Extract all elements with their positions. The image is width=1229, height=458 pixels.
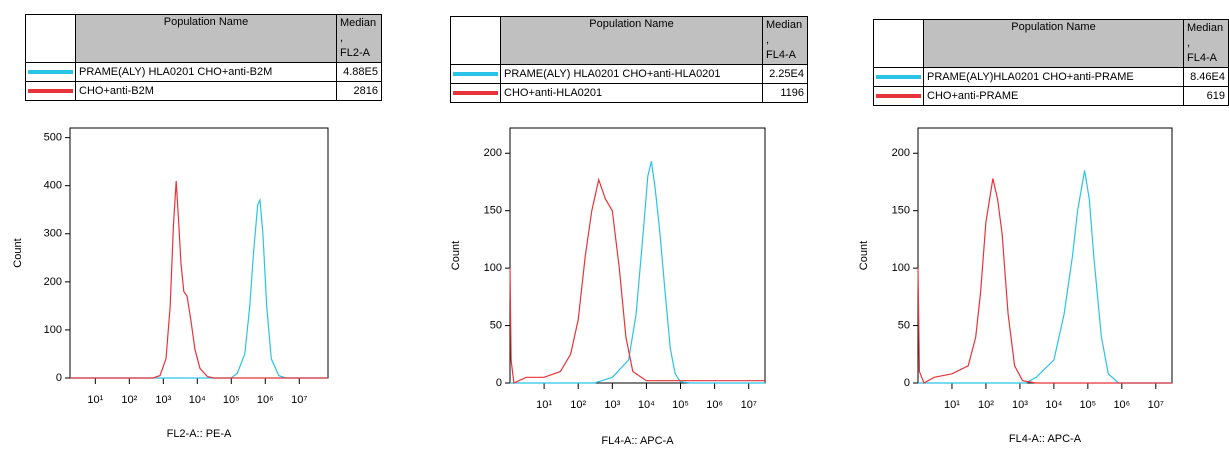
y-axis-label: Count — [858, 241, 870, 270]
x-tick-label: 10⁷ — [1148, 399, 1164, 411]
legend-name: CHO+anti-HLA0201 — [500, 83, 763, 103]
histogram-line — [917, 178, 1172, 384]
x-tick-label: 10⁶ — [257, 394, 274, 406]
header-row: Population Name Median , FL4-A — [450, 16, 808, 65]
column-header: Population Name — [500, 16, 763, 65]
legend-name: PRAME(ALY) HLA0201 CHO+anti-HLA0201 — [500, 64, 763, 84]
y-tick-label: 100 — [892, 262, 910, 274]
x-tick-label: 10⁴ — [1045, 399, 1062, 411]
column-header: Median , FL4-A — [1183, 19, 1229, 68]
histogram-line — [509, 177, 765, 384]
median-value: 619 — [1183, 86, 1229, 106]
legend-row: PRAME(ALY)HLA0201 CHO+anti-PRAME 8.46E4 — [873, 67, 1229, 87]
x-tick-label: 10⁷ — [741, 399, 757, 411]
x-tick-label: 10¹ — [87, 394, 103, 406]
blank-cell — [25, 14, 76, 63]
histogram-line — [510, 161, 765, 384]
legend-name: CHO+anti-B2M — [75, 81, 337, 101]
legend-name: CHO+anti-PRAME — [923, 86, 1184, 106]
swatch-cell — [873, 67, 924, 87]
legend-table: Population Name Median , FL4-A PRAME(ALY)H… — [873, 19, 1229, 106]
y-axis-label: Count — [12, 238, 24, 267]
legend-swatch — [453, 72, 498, 76]
x-tick-label: 10¹ — [536, 399, 552, 411]
plot-frame — [69, 127, 329, 379]
y-tick-label: 100 — [484, 262, 502, 274]
legend-table: Population Name Median , FL4-A PRAME(ALY) … — [450, 16, 808, 103]
x-tick-label: 10⁵ — [1079, 399, 1096, 411]
column-header: Median , FL4-A — [762, 16, 808, 65]
y-tick-label: 100 — [44, 324, 62, 336]
legend-swatch — [876, 94, 921, 98]
x-tick-label: 10⁵ — [223, 394, 240, 406]
swatch-cell — [25, 62, 76, 82]
x-tick-label: 10² — [570, 399, 586, 411]
y-tick-label: 0 — [496, 377, 502, 389]
y-tick-label: 300 — [44, 228, 62, 240]
x-tick-label: 10⁶ — [1113, 399, 1130, 411]
y-tick-label: 150 — [484, 205, 502, 217]
x-tick-label: 10⁷ — [291, 394, 307, 406]
x-tick-label: 10⁶ — [706, 399, 723, 411]
legend-name: PRAME(ALY)HLA0201 CHO+anti-PRAME — [923, 67, 1184, 87]
legend-row: CHO+anti-PRAME 619 — [873, 86, 1229, 106]
y-tick-label: 200 — [44, 276, 62, 288]
legend-row: CHO+anti-B2M 2816 — [25, 81, 382, 101]
x-tick-label: 10² — [978, 399, 994, 411]
header-row: Population Name Median , FL4-A — [873, 19, 1229, 68]
swatch-cell — [873, 86, 924, 106]
x-tick-label: 10³ — [155, 394, 171, 406]
swatch-cell — [450, 64, 501, 84]
y-tick-label: 150 — [892, 205, 910, 217]
plot-frame — [917, 127, 1173, 384]
legend-swatch — [28, 70, 73, 74]
median-value: 2816 — [336, 81, 382, 101]
y-tick-label: 200 — [484, 147, 502, 159]
legend-row: PRAME(ALY) HLA0201 CHO+anti-B2M 4.88E5 — [25, 62, 382, 82]
y-tick-label: 400 — [44, 180, 62, 192]
header-row: Population Name Median , FL2-A — [25, 14, 382, 63]
legend-swatch — [28, 89, 73, 93]
x-tick-label: 10⁴ — [638, 399, 655, 411]
y-tick-label: 0 — [56, 372, 62, 384]
column-header: Population Name — [75, 14, 337, 63]
x-tick-label: 10² — [121, 394, 137, 406]
x-tick-label: 10³ — [604, 399, 620, 411]
legend-row: PRAME(ALY) HLA0201 CHO+anti-HLA0201 2.25E… — [450, 64, 808, 84]
x-tick-label: 10⁵ — [672, 399, 689, 411]
x-axis-label: FL4-A:: APC-A — [1009, 433, 1082, 445]
legend-swatch — [876, 75, 921, 79]
y-tick-label: 500 — [44, 132, 62, 144]
blank-cell — [873, 19, 924, 68]
x-tick-label: 10¹ — [944, 399, 960, 411]
y-tick-label: 200 — [892, 147, 910, 159]
legend-table: Population Name Median , FL2-A PRAME(ALY) … — [25, 14, 382, 101]
median-value: 8.46E4 — [1183, 67, 1229, 87]
median-value: 1196 — [762, 83, 808, 103]
median-value: 4.88E5 — [336, 62, 382, 82]
swatch-cell — [450, 83, 501, 103]
x-tick-label: 10³ — [1012, 399, 1028, 411]
y-tick-label: 0 — [904, 377, 910, 389]
y-tick-label: 50 — [898, 319, 910, 331]
legend-row: CHO+anti-HLA0201 1196 — [450, 83, 808, 103]
y-axis-label: Count — [450, 241, 462, 270]
column-header: Population Name — [923, 19, 1184, 68]
x-axis-label: FL4-A:: APC-A — [601, 435, 674, 447]
legend-swatch — [453, 91, 498, 95]
plot-frame — [509, 127, 766, 384]
y-tick-label: 50 — [490, 319, 502, 331]
histogram-line — [918, 170, 1172, 384]
histogram-line — [70, 197, 328, 379]
histogram-line — [70, 180, 328, 379]
x-tick-label: 10⁴ — [189, 394, 206, 406]
swatch-cell — [25, 81, 76, 101]
x-axis-label: FL2-A:: PE-A — [167, 428, 232, 440]
median-value: 2.25E4 — [762, 64, 808, 84]
blank-cell — [450, 16, 501, 65]
legend-name: PRAME(ALY) HLA0201 CHO+anti-B2M — [75, 62, 337, 82]
column-header: Median , FL2-A — [336, 14, 382, 63]
